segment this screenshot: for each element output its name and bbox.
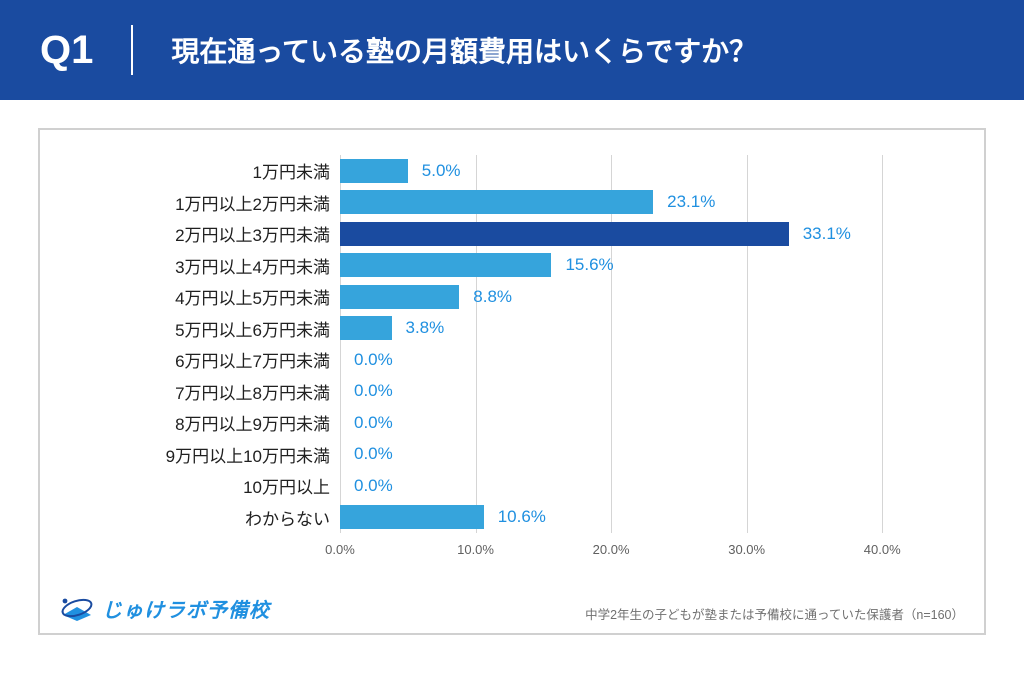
- sample-note: 中学2年生の子どもが塾または予備校に通っていた保護者（n=160）: [585, 604, 964, 623]
- question-title: 現在通っている塾の月額費用はいくらですか？: [133, 30, 757, 70]
- category-label: 2万円以上3万円未満: [60, 221, 340, 246]
- question-header: Q1 現在通っている塾の月額費用はいくらですか？: [0, 0, 1024, 100]
- bar-row: 3万円以上4万円未満15.6%: [340, 251, 950, 279]
- value-label: 0.0%: [340, 350, 393, 370]
- value-label: 10.6%: [484, 507, 546, 527]
- bar: [340, 190, 653, 214]
- value-label: 0.0%: [340, 444, 393, 464]
- bar-row: 7万円以上8万円未満0.0%: [340, 377, 950, 405]
- bar-row: わからない10.6%: [340, 503, 950, 531]
- category-label: 5万円以上6万円未満: [60, 316, 340, 341]
- bar: [340, 505, 484, 529]
- value-label: 23.1%: [653, 192, 715, 212]
- x-axis-tick-label: 40.0%: [864, 542, 901, 557]
- bar-row: 1万円以上2万円未満23.1%: [340, 188, 950, 216]
- category-label: 6万円以上7万円未満: [60, 347, 340, 372]
- value-label: 0.0%: [340, 476, 393, 496]
- category-label: 3万円以上4万円未満: [60, 253, 340, 278]
- value-label: 33.1%: [789, 224, 851, 244]
- category-label: わからない: [60, 505, 340, 530]
- value-label: 0.0%: [340, 413, 393, 433]
- category-label: 1万円未満: [60, 158, 340, 183]
- bar: [340, 285, 459, 309]
- x-axis-tick-label: 20.0%: [593, 542, 630, 557]
- bar: [340, 316, 392, 340]
- category-label: 1万円以上2万円未満: [60, 190, 340, 215]
- chart-footer: じゅけラボ予備校 中学2年生の子どもが塾または予備校に通っていた保護者（n=16…: [60, 593, 964, 623]
- bar-row: 5万円以上6万円未満3.8%: [340, 314, 950, 342]
- question-number: Q1: [40, 25, 133, 75]
- logo-text: じゅけラボ予備校: [102, 594, 270, 623]
- logo-icon: [60, 593, 94, 623]
- value-label: 5.0%: [408, 161, 461, 181]
- bar-row: 8万円以上9万円未満0.0%: [340, 409, 950, 437]
- bar: [340, 253, 551, 277]
- bar: [340, 159, 408, 183]
- value-label: 0.0%: [340, 381, 393, 401]
- category-label: 4万円以上5万円未満: [60, 284, 340, 309]
- category-label: 7万円以上8万円未満: [60, 379, 340, 404]
- value-label: 15.6%: [551, 255, 613, 275]
- chart-container: 0.0%10.0%20.0%30.0%40.0%1万円未満5.0%1万円以上2万…: [0, 100, 1024, 635]
- x-axis-tick-label: 0.0%: [325, 542, 355, 557]
- category-label: 8万円以上9万円未満: [60, 410, 340, 435]
- category-label: 9万円以上10万円未満: [60, 442, 340, 467]
- chart-plot-area: 0.0% 10.0% 20.0% 30.0% 40.0% 1万円未満5.0% 1万円以上2万…: [340, 155, 950, 565]
- x-axis-tick-label: 30.0%: [728, 542, 765, 557]
- value-label: 8.8%: [459, 287, 512, 307]
- chart-box: 0.0%10.0%20.0%30.0%40.0%1万円未満5.0%1万円以上2万…: [38, 128, 986, 635]
- x-axis-tick-label: 10.0%: [457, 542, 494, 557]
- bar-row: 6万円以上7万円未満0.0%: [340, 346, 950, 374]
- category-label: 10万円以上: [60, 473, 340, 498]
- bar-row: 4万円以上5万円未満8.8%: [340, 283, 950, 311]
- brand-logo: じゅけラボ予備校: [60, 593, 270, 623]
- bar-row: 2万円以上3万円未満33.1%: [340, 220, 950, 248]
- bar: [340, 222, 789, 246]
- bar-row: 10万円以上0.0%: [340, 472, 950, 500]
- bar-row: 1万円未満5.0%: [340, 157, 950, 185]
- bar-row: 9万円以上10万円未満0.0%: [340, 440, 950, 468]
- value-label: 3.8%: [392, 318, 445, 338]
